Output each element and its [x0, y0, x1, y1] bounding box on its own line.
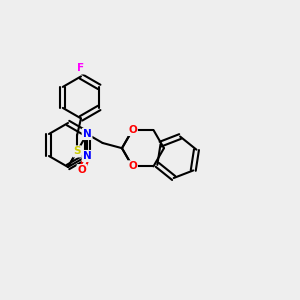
Text: N: N [83, 129, 92, 139]
Text: O: O [128, 161, 137, 171]
Text: N: N [83, 151, 92, 161]
Text: O: O [77, 165, 86, 175]
Text: S: S [73, 146, 81, 156]
Text: O: O [128, 125, 137, 135]
Text: F: F [77, 63, 85, 74]
